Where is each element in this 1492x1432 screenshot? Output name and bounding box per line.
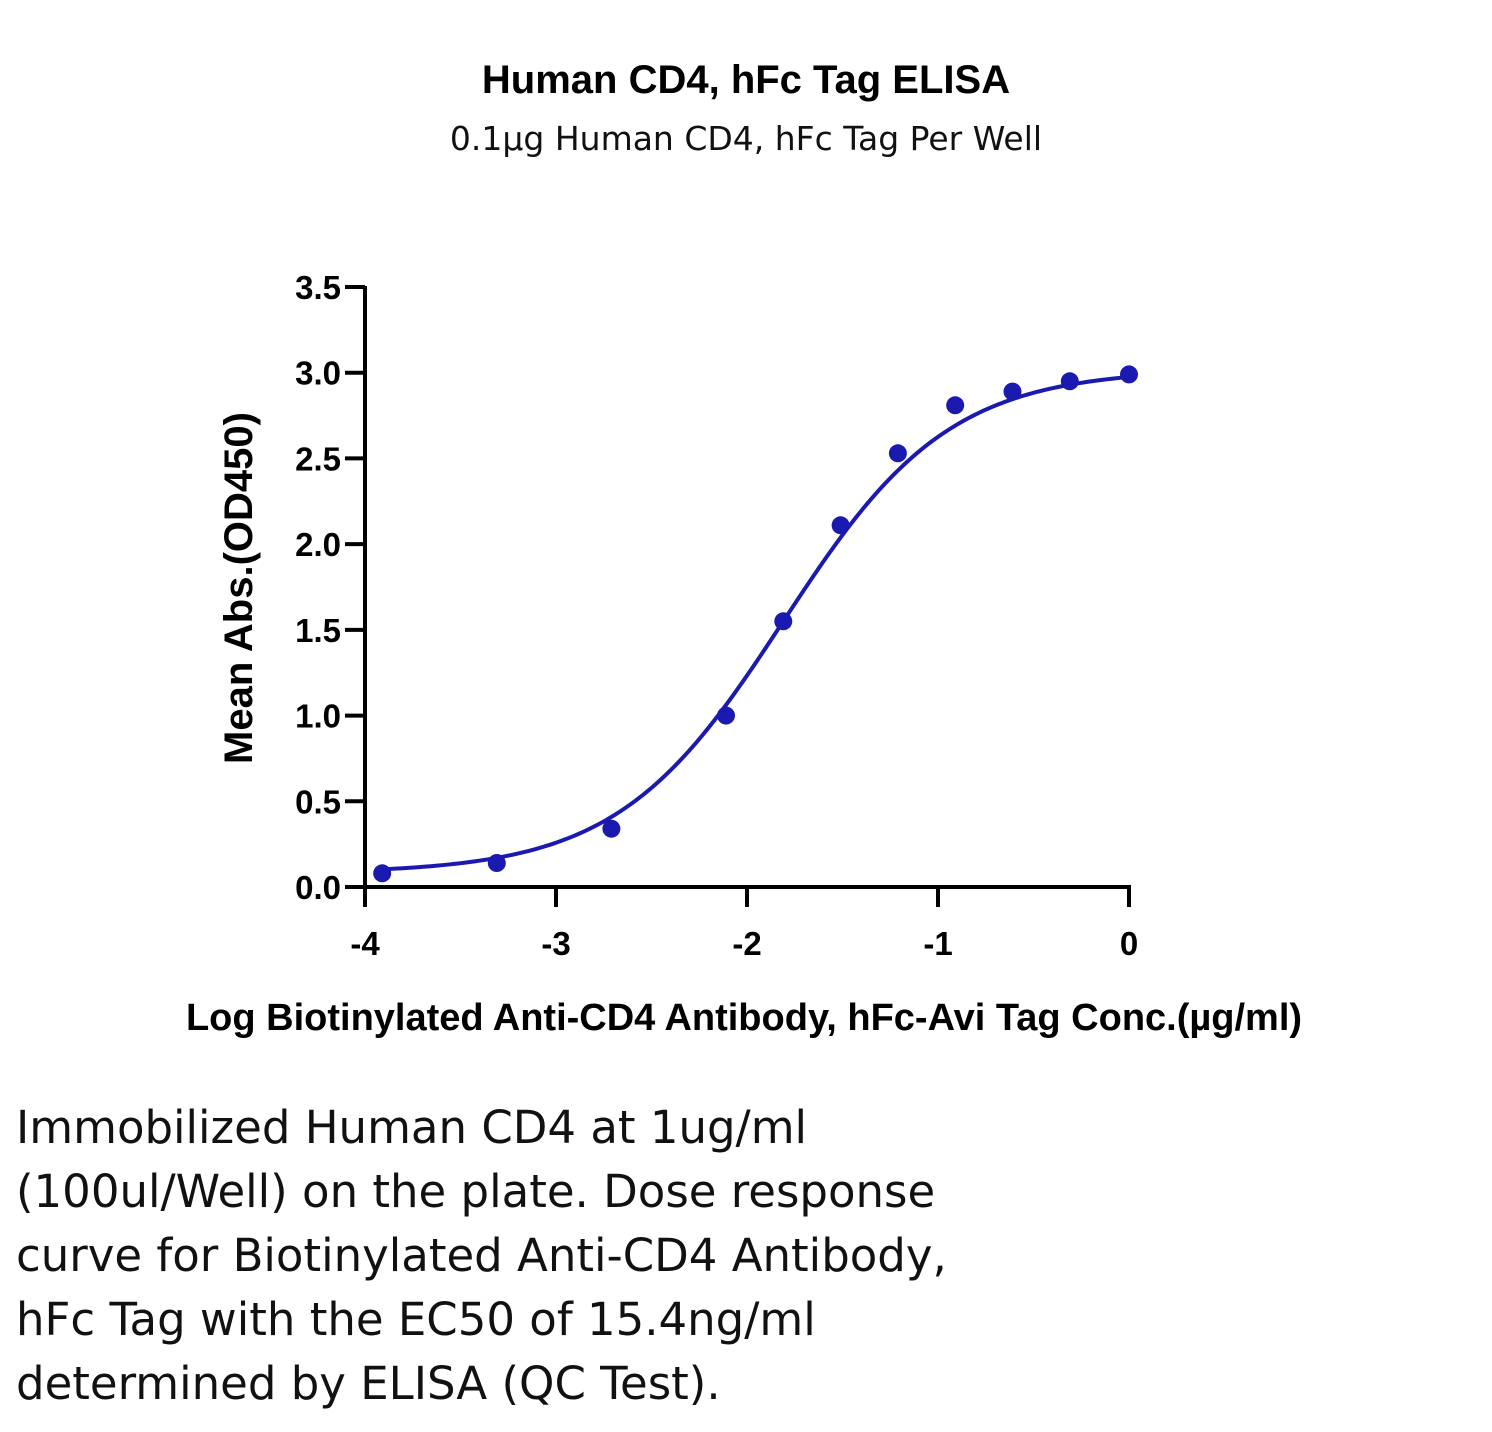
x-tick-label: -3 — [541, 925, 570, 962]
figure-caption: Immobilized Human CD4 at 1ug/ml (100ul/W… — [16, 1101, 947, 1410]
y-axis-label: Mean Abs.(OD450) — [217, 412, 261, 764]
data-point — [716, 706, 735, 725]
x-axis-label: Log Biotinylated Anti-CD4 Antibody, hFc-… — [186, 997, 1302, 1039]
y-tick-label: 1.0 — [295, 698, 341, 735]
chart-subtitle: 0.1µg Human CD4, hFc Tag Per Well — [450, 119, 1042, 158]
y-tick-label: 3.5 — [295, 269, 341, 306]
fit-curve-line — [382, 374, 1130, 872]
data-point — [602, 819, 621, 838]
y-tick-label: 2.5 — [295, 440, 341, 477]
data-point — [774, 612, 793, 631]
data-point — [831, 516, 850, 535]
y-tick-label: 2.0 — [295, 526, 341, 563]
data-point — [373, 864, 392, 883]
data-point — [946, 396, 965, 415]
y-axis-ticks: 0.0 0.5 1.0 1.5 2.0 2.5 3.0 3.5 — [295, 269, 365, 906]
x-tick-label: -2 — [732, 925, 761, 962]
y-tick-label: 1.5 — [295, 612, 341, 649]
x-axis-ticks: -4 -3 -2 -1 0 — [350, 887, 1138, 962]
x-tick-label: -4 — [350, 925, 380, 962]
x-tick-label: 0 — [1120, 925, 1138, 962]
y-tick-label: 3.0 — [295, 355, 341, 392]
y-tick-label: 0.0 — [295, 869, 341, 906]
data-point — [1003, 382, 1022, 401]
chart-title: Human CD4, hFc Tag ELISA — [482, 58, 1010, 102]
data-point — [1060, 372, 1079, 391]
data-points — [373, 365, 1138, 883]
y-tick-label: 0.5 — [295, 783, 341, 820]
data-point — [1120, 365, 1138, 384]
data-point — [487, 854, 506, 872]
x-tick-label: -1 — [923, 925, 952, 962]
elisa-chart: Human CD4, hFc Tag ELISA 0.1µg Human CD4… — [186, 58, 1302, 1039]
data-point — [888, 444, 907, 463]
